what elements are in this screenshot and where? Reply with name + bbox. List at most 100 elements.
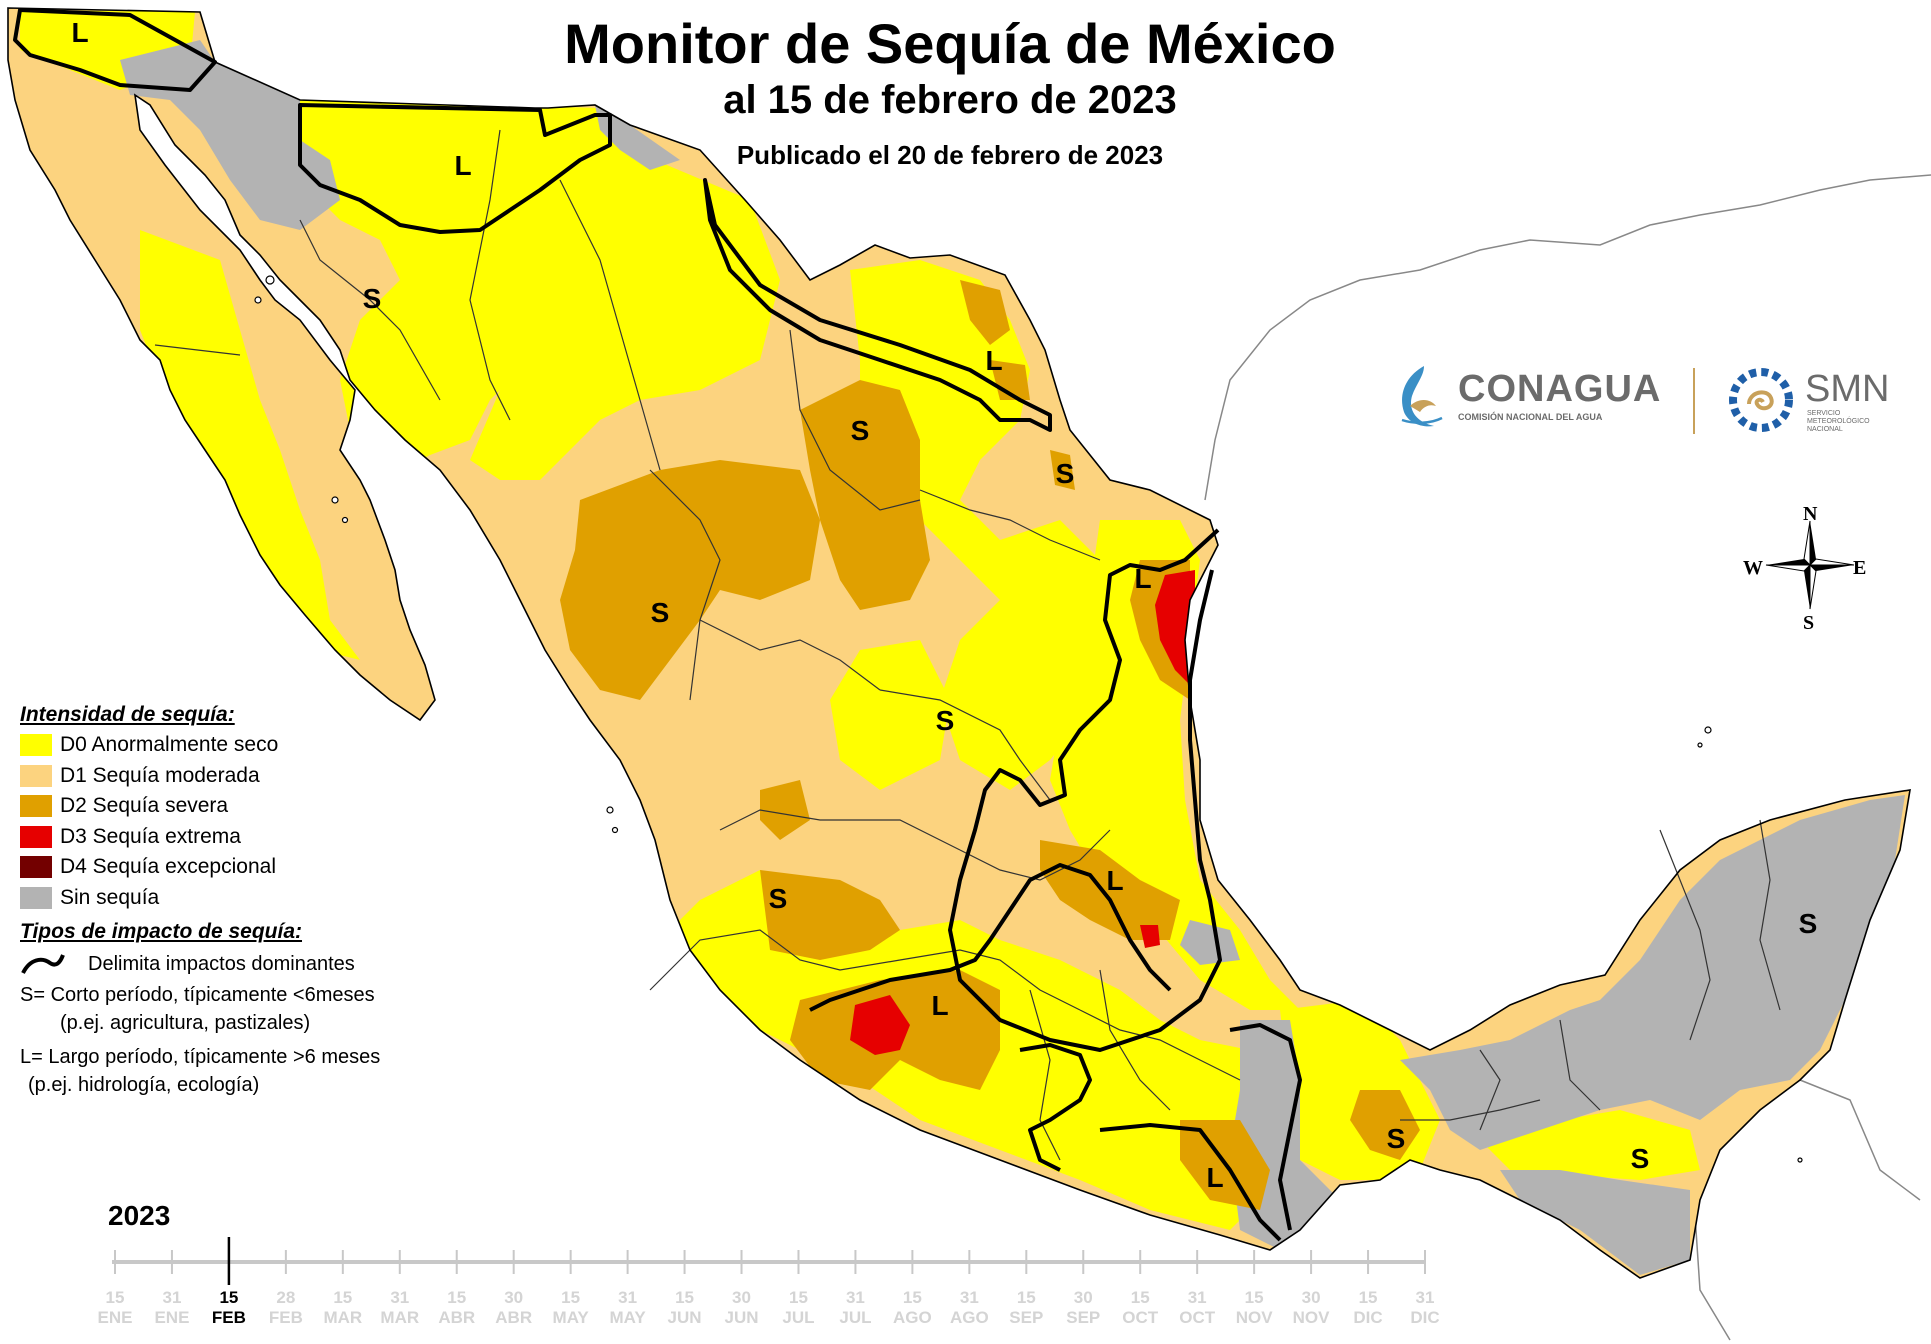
compass-south: S	[1803, 612, 1815, 634]
timeline-axis	[112, 1237, 1426, 1285]
timeline-month: ABR	[495, 1308, 533, 1327]
smn-subtitle: SERVICIO METEOROLÓGICO NACIONAL	[1807, 410, 1870, 433]
compass: N S E W	[1743, 503, 1875, 635]
legend-label: D3 Sequía extrema	[60, 824, 241, 848]
impact-short-line: S= Corto período, típicamente <6meses	[20, 984, 375, 1006]
publication-date: Publicado el 20 de febrero de 2023	[736, 140, 1164, 170]
timeline-day: 15	[333, 1288, 353, 1307]
impact-long-example: (p.ej. hidrología, ecología)	[28, 1074, 260, 1096]
legend-swatch	[20, 825, 52, 848]
timeline-month: MAR	[323, 1308, 363, 1327]
islands	[254, 275, 1803, 1163]
timeline-month: JUL	[782, 1308, 815, 1327]
impact-label: S	[363, 283, 382, 314]
timeline-day: 31	[618, 1288, 638, 1307]
compass-north: N	[1803, 503, 1818, 525]
timeline-month: FEB	[211, 1308, 246, 1327]
timeline-day: 31	[1187, 1288, 1207, 1307]
impact-heading: Tipos de impacto de sequía:	[20, 920, 303, 943]
compass-east: E	[1853, 557, 1867, 579]
legend-label: D1 Sequía moderada	[60, 763, 260, 787]
timeline-day: 15	[1130, 1288, 1150, 1307]
impact-short-example: (p.ej. agricultura, pastizales)	[60, 1012, 311, 1034]
conagua-emblem-icon	[1401, 366, 1443, 427]
map-subtitle: al 15 de febrero de 2023	[723, 78, 1177, 122]
timeline-date: 31 JUL	[833, 1288, 877, 1328]
timeline-day: 15	[1358, 1288, 1378, 1307]
timeline-date: 15 SEP	[1004, 1288, 1048, 1328]
timeline-month: ENE	[97, 1308, 133, 1327]
legend-swatch	[20, 856, 52, 879]
timeline-year: 2023	[108, 1200, 171, 1231]
timeline-month: MAY	[552, 1308, 589, 1327]
timeline-date: 15 JUN	[663, 1288, 707, 1328]
impact-label: L	[1134, 563, 1151, 594]
impact-label: S	[1056, 458, 1075, 489]
timeline-day: 31	[1415, 1288, 1435, 1307]
timeline-date: 15 FEB	[207, 1288, 251, 1328]
timeline-date: 28 FEB	[264, 1288, 308, 1328]
impact-short-description: S= Corto período, típicamente <6meses (p…	[20, 981, 490, 1037]
smn-logo: SMN SERVICIO METEOROLÓGICO NACIONAL	[1725, 360, 1905, 440]
timeline-month: NOV	[1235, 1308, 1273, 1327]
timeline-date: 15 ABR	[435, 1288, 479, 1328]
timeline-date: 31 AGO	[947, 1288, 991, 1328]
smn-name: SMN	[1805, 368, 1890, 410]
timeline-date: 15 AGO	[890, 1288, 934, 1328]
impact-label: L	[1206, 1162, 1223, 1193]
timeline-date: 15 JUL	[776, 1288, 820, 1328]
legend-item-d4: D4 Sequía excepcional	[20, 852, 490, 883]
timeline-day: 30	[1073, 1288, 1093, 1307]
legend-item-d3: D3 Sequía extrema	[20, 822, 490, 853]
timeline-month: MAY	[609, 1308, 646, 1327]
timeline-month: JUL	[839, 1308, 872, 1327]
timeline-date: 15 NOV	[1232, 1288, 1276, 1328]
legend-swatch	[20, 886, 52, 909]
timeline-date: 15 MAR	[321, 1288, 365, 1328]
impact-label: L	[985, 345, 1002, 376]
timeline-month: AGO	[949, 1308, 989, 1327]
impact-label: S	[769, 883, 788, 914]
d3-regions	[850, 570, 1195, 1055]
timeline-date: 30 ABR	[492, 1288, 536, 1328]
legend-label: D0 Anormalmente seco	[60, 733, 279, 757]
legend-item-d2: D2 Sequía severa	[20, 791, 490, 822]
timeline-month: DIC	[1353, 1308, 1383, 1327]
timeline-day: 15	[675, 1288, 695, 1307]
timeline-date: 31 DIC	[1403, 1288, 1447, 1328]
legend-item-d1: D1 Sequía moderada	[20, 761, 490, 792]
timeline-date: 30 NOV	[1289, 1288, 1333, 1328]
timeline-month: ENE	[154, 1308, 190, 1327]
legend-item-d0: D0 Anormalmente seco	[20, 730, 490, 761]
conagua-subtitle: COMISIÓN NACIONAL DEL AGUA	[1458, 412, 1603, 422]
usa-coastline	[1204, 174, 1931, 501]
legend-swatch	[20, 764, 52, 787]
timeline-month: MAR	[380, 1308, 420, 1327]
timeline-date: 31 ENE	[150, 1288, 194, 1328]
timeline-date: 31 MAY	[606, 1288, 650, 1328]
timeline-month: ABR	[438, 1308, 476, 1327]
legend-label: D2 Sequía severa	[60, 794, 229, 818]
timeline-day: 30	[732, 1288, 751, 1307]
impact-label: S	[851, 415, 870, 446]
timeline-day: 15	[105, 1288, 125, 1307]
guatemala-outline	[1694, 1079, 1921, 1341]
timeline-month: AGO	[893, 1308, 932, 1327]
timeline-day: 31	[390, 1288, 410, 1307]
conagua-name: CONAGUA	[1458, 368, 1662, 410]
timeline-month: NOV	[1292, 1308, 1330, 1327]
compass-star	[1765, 520, 1855, 610]
timeline-month: SEP	[1009, 1308, 1044, 1327]
impact-label: L	[71, 17, 88, 48]
timeline-day: 15	[561, 1288, 581, 1307]
impact-label: S	[1631, 1143, 1650, 1174]
d2-regions	[560, 280, 1420, 1210]
timeline-day: 31	[162, 1288, 182, 1307]
timeline-day: 31	[845, 1288, 865, 1307]
impact-long-description: L= Largo período, típicamente >6 meses (…	[20, 1043, 490, 1099]
legend-label: Sin sequía	[60, 885, 160, 909]
smn-emblem-icon	[1729, 368, 1793, 432]
impact-label: S	[1387, 1123, 1406, 1154]
timeline-date: 15 MAY	[549, 1288, 593, 1328]
